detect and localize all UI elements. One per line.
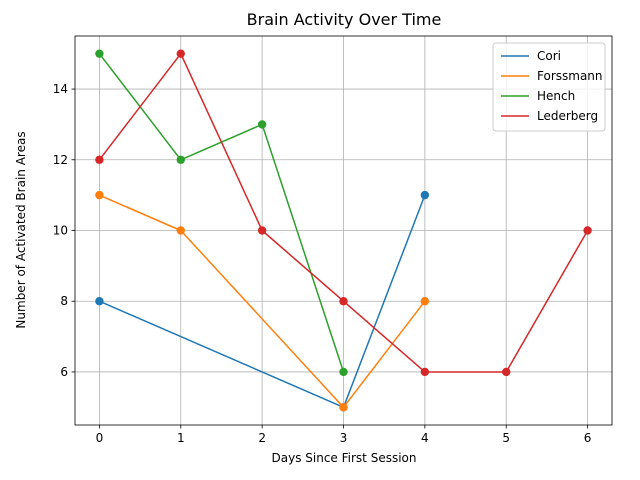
data-point-lederberg [502, 367, 511, 377]
plot-series [95, 49, 592, 412]
x-tick-label: 0 [96, 431, 104, 445]
x-tick-label: 2 [258, 431, 266, 445]
x-tick-label: 4 [421, 431, 429, 445]
legend-box [492, 42, 606, 132]
legend-label-lederberg: Lederberg [537, 109, 598, 123]
y-tick-label: 8 [60, 294, 68, 308]
x-axis-label: Days Since First Session [272, 451, 417, 465]
y-tick-label: 10 [53, 224, 68, 238]
series-hench [95, 49, 348, 377]
data-point-hench [176, 155, 185, 164]
legend-label-cori: Cori [537, 49, 561, 63]
data-point-hench [95, 49, 104, 58]
x-tick-label: 3 [340, 431, 348, 445]
data-point-lederberg [257, 226, 267, 235]
legend: Cori Forssmann Hench Lederberg [492, 42, 606, 132]
series-forssmann [95, 190, 430, 412]
data-point-lederberg [95, 155, 104, 164]
y-tick-label: 14 [53, 82, 68, 96]
series-line-forssmann [99, 194, 426, 409]
x-tick-label: 5 [502, 431, 510, 445]
data-point-hench [257, 120, 267, 129]
chart-title: Brain Activity Over Time [247, 10, 442, 29]
data-point-lederberg [176, 49, 185, 58]
y-axis-label: Number of Activated Brain Areas [14, 131, 28, 328]
data-point-forssmann [420, 297, 430, 306]
data-point-forssmann [95, 190, 104, 200]
legend-label-hench: Hench [537, 89, 575, 103]
series-line-hench [98, 53, 345, 373]
data-point-lederberg [420, 367, 430, 377]
series-lederberg [95, 49, 592, 377]
data-point-cori [420, 190, 430, 200]
y-tick-label: 12 [53, 153, 68, 167]
data-point-lederberg [339, 297, 348, 306]
data-point-hench [339, 367, 348, 377]
y-tick-label: 6 [60, 365, 68, 379]
x-tick-label: 6 [584, 431, 592, 445]
data-point-forssmann [176, 226, 185, 235]
data-point-forssmann [339, 403, 348, 412]
data-point-cori [95, 297, 104, 306]
legend-label-forssmann: Forssmann [537, 69, 603, 83]
data-point-lederberg [583, 226, 592, 235]
x-tick-label: 1 [177, 431, 185, 445]
